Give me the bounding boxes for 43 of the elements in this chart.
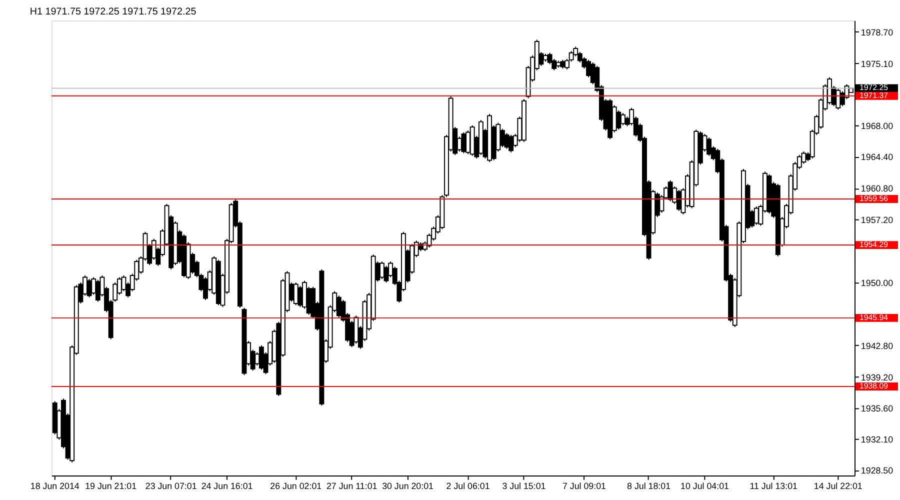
candlestick (616, 110, 622, 130)
ref-line-label: 1945.94 (859, 312, 889, 322)
candlestick (836, 88, 841, 110)
chart-title: H1 1971.75 1972.25 1971.75 1972.25 (30, 6, 197, 18)
y-tick-label: 1935.60 (860, 404, 894, 414)
candlestick (508, 134, 514, 153)
y-tick-label: 1942.80 (860, 340, 894, 351)
x-tick-label: 23 Jun 07:01 (145, 480, 197, 491)
x-tick-label: 14 Jul 22:01 (814, 480, 862, 491)
y-tick-label: 1968.00 (860, 120, 894, 131)
candlestick (620, 112, 626, 126)
candlestick (500, 128, 505, 148)
y-tick-label: 1939.20 (860, 372, 894, 382)
x-tick-label: 24 Jun 16:01 (201, 480, 253, 491)
y-tick-label: 1978.70 (860, 27, 894, 38)
ref-line-label: 1972.25 (859, 83, 889, 92)
y-tick-label: 1975.10 (860, 58, 894, 69)
y-tick-label: 1964.40 (860, 152, 894, 162)
y-tick-label: 1928.50 (860, 466, 894, 476)
x-tick-label: 18 Jun 2014 (30, 480, 80, 491)
candlestick (298, 285, 303, 308)
ref-line-label: 1954.29 (859, 240, 889, 250)
y-tick-label: 1960.80 (860, 184, 894, 194)
x-tick-label: 19 Jun 21:01 (85, 480, 137, 491)
x-tick-label: 27 Jun 11:01 (326, 480, 378, 491)
ref-line-label: 1938.09 (859, 381, 889, 390)
x-tick-label: 8 Jul 18:01 (627, 480, 671, 491)
ref-line-label: 1959.56 (859, 194, 889, 203)
x-tick-label: 10 Jul 04:01 (680, 480, 730, 491)
ref-line-label: 1971.37 (859, 90, 888, 100)
y-tick-label: 1932.10 (860, 434, 894, 444)
candlestick (466, 130, 471, 155)
x-tick-label: 3 Jul 15:01 (502, 480, 546, 491)
x-tick-label: 26 Jun 02:01 (270, 480, 322, 491)
candlestick (379, 261, 384, 280)
x-tick-label: 11 Jul 13:01 (750, 480, 798, 491)
candlestick (258, 344, 264, 370)
candlestick (706, 137, 712, 156)
x-tick-label: 7 Jul 09:01 (562, 480, 606, 491)
x-tick-label: 2 Jul 06:01 (446, 480, 490, 491)
x-tick-label: 30 Jun 20:01 (382, 480, 434, 491)
y-tick-label: 1957.20 (860, 215, 894, 226)
y-tick-label: 1950.00 (860, 278, 894, 288)
